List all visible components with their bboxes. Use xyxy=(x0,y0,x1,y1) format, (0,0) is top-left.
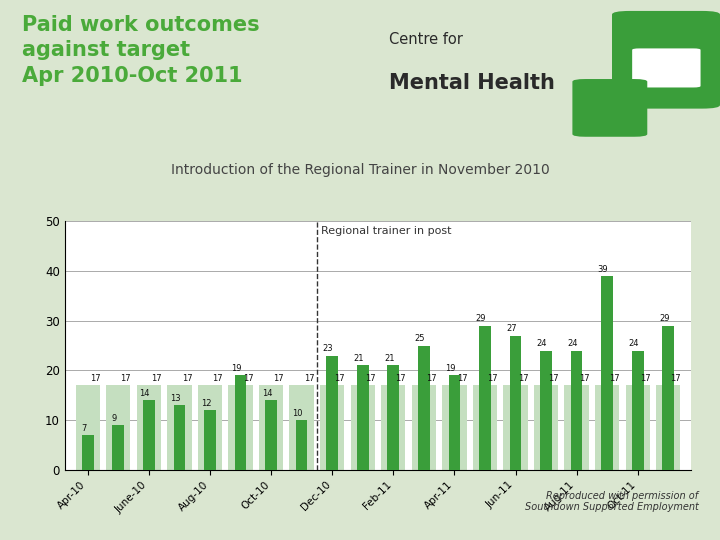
Bar xyxy=(595,386,619,470)
FancyBboxPatch shape xyxy=(572,79,647,137)
Bar xyxy=(137,386,161,470)
Text: 29: 29 xyxy=(659,314,670,323)
Text: 23: 23 xyxy=(323,344,333,353)
Bar xyxy=(412,386,436,470)
Text: 14: 14 xyxy=(262,389,272,398)
Bar xyxy=(82,435,94,470)
Bar xyxy=(442,386,467,470)
Bar xyxy=(143,400,155,470)
Text: 17: 17 xyxy=(120,374,131,383)
Text: 17: 17 xyxy=(579,374,590,383)
Bar xyxy=(626,386,650,470)
Text: 14: 14 xyxy=(140,389,150,398)
Text: Centre for: Centre for xyxy=(389,32,463,47)
Bar xyxy=(235,375,246,470)
Text: Reproduced with permission of
Southdown Supported Employment: Reproduced with permission of Southdown … xyxy=(525,490,698,512)
Text: 12: 12 xyxy=(201,399,211,408)
Text: 21: 21 xyxy=(384,354,395,363)
Bar xyxy=(510,336,521,470)
Text: Regional trainer in post: Regional trainer in post xyxy=(321,226,452,237)
FancyBboxPatch shape xyxy=(632,49,701,87)
Text: 21: 21 xyxy=(354,354,364,363)
Text: 24: 24 xyxy=(629,339,639,348)
Bar xyxy=(540,350,552,470)
Text: Introduction of the Regional Trainer in November 2010: Introduction of the Regional Trainer in … xyxy=(171,163,549,177)
Bar xyxy=(326,355,338,470)
Bar xyxy=(632,350,644,470)
Text: 17: 17 xyxy=(549,374,559,383)
Text: 39: 39 xyxy=(598,265,608,274)
Text: 17: 17 xyxy=(181,374,192,383)
Text: 17: 17 xyxy=(274,374,284,383)
Text: 17: 17 xyxy=(365,374,376,383)
FancyBboxPatch shape xyxy=(612,11,720,109)
Bar xyxy=(106,386,130,470)
Text: 10: 10 xyxy=(292,409,303,417)
Text: 9: 9 xyxy=(112,414,117,423)
Text: 24: 24 xyxy=(536,339,547,348)
Bar xyxy=(662,326,674,470)
Bar xyxy=(204,410,216,470)
Bar xyxy=(228,386,253,470)
Text: 17: 17 xyxy=(151,374,162,383)
Bar xyxy=(296,420,307,470)
Bar xyxy=(503,386,528,470)
Text: 25: 25 xyxy=(415,334,425,343)
Text: 17: 17 xyxy=(670,374,681,383)
Bar xyxy=(473,386,497,470)
Bar xyxy=(418,346,430,470)
Bar xyxy=(174,405,185,470)
Text: 17: 17 xyxy=(426,374,437,383)
Text: 27: 27 xyxy=(506,324,517,333)
Text: 17: 17 xyxy=(212,374,222,383)
Bar xyxy=(167,386,192,470)
Bar xyxy=(289,386,314,470)
Text: 17: 17 xyxy=(334,374,345,383)
Text: 17: 17 xyxy=(609,374,620,383)
Text: 17: 17 xyxy=(456,374,467,383)
Bar xyxy=(357,366,369,470)
Bar xyxy=(351,386,375,470)
Text: 19: 19 xyxy=(231,364,242,373)
Text: 17: 17 xyxy=(640,374,651,383)
Bar xyxy=(387,366,399,470)
Text: Mental Health: Mental Health xyxy=(389,73,554,93)
Bar xyxy=(198,386,222,470)
Text: Paid work outcomes
against target
Apr 2010-Oct 2011: Paid work outcomes against target Apr 20… xyxy=(22,15,259,86)
Bar xyxy=(601,276,613,470)
Text: 17: 17 xyxy=(487,374,498,383)
Bar xyxy=(112,425,124,470)
Text: 17: 17 xyxy=(90,374,101,383)
Text: 17: 17 xyxy=(395,374,406,383)
Text: 17: 17 xyxy=(304,374,315,383)
Bar xyxy=(259,386,283,470)
Text: 13: 13 xyxy=(170,394,181,403)
Bar xyxy=(656,386,680,470)
Bar xyxy=(534,386,558,470)
Text: 17: 17 xyxy=(518,374,528,383)
Text: 17: 17 xyxy=(243,374,253,383)
Bar xyxy=(265,400,277,470)
Bar xyxy=(564,386,589,470)
Text: 19: 19 xyxy=(445,364,456,373)
Bar xyxy=(76,386,100,470)
Text: 7: 7 xyxy=(81,423,86,433)
Bar xyxy=(479,326,491,470)
Text: 24: 24 xyxy=(567,339,578,348)
Bar xyxy=(320,386,344,470)
Text: 29: 29 xyxy=(476,314,486,323)
Bar xyxy=(449,375,460,470)
Bar xyxy=(381,386,405,470)
Bar xyxy=(571,350,582,470)
